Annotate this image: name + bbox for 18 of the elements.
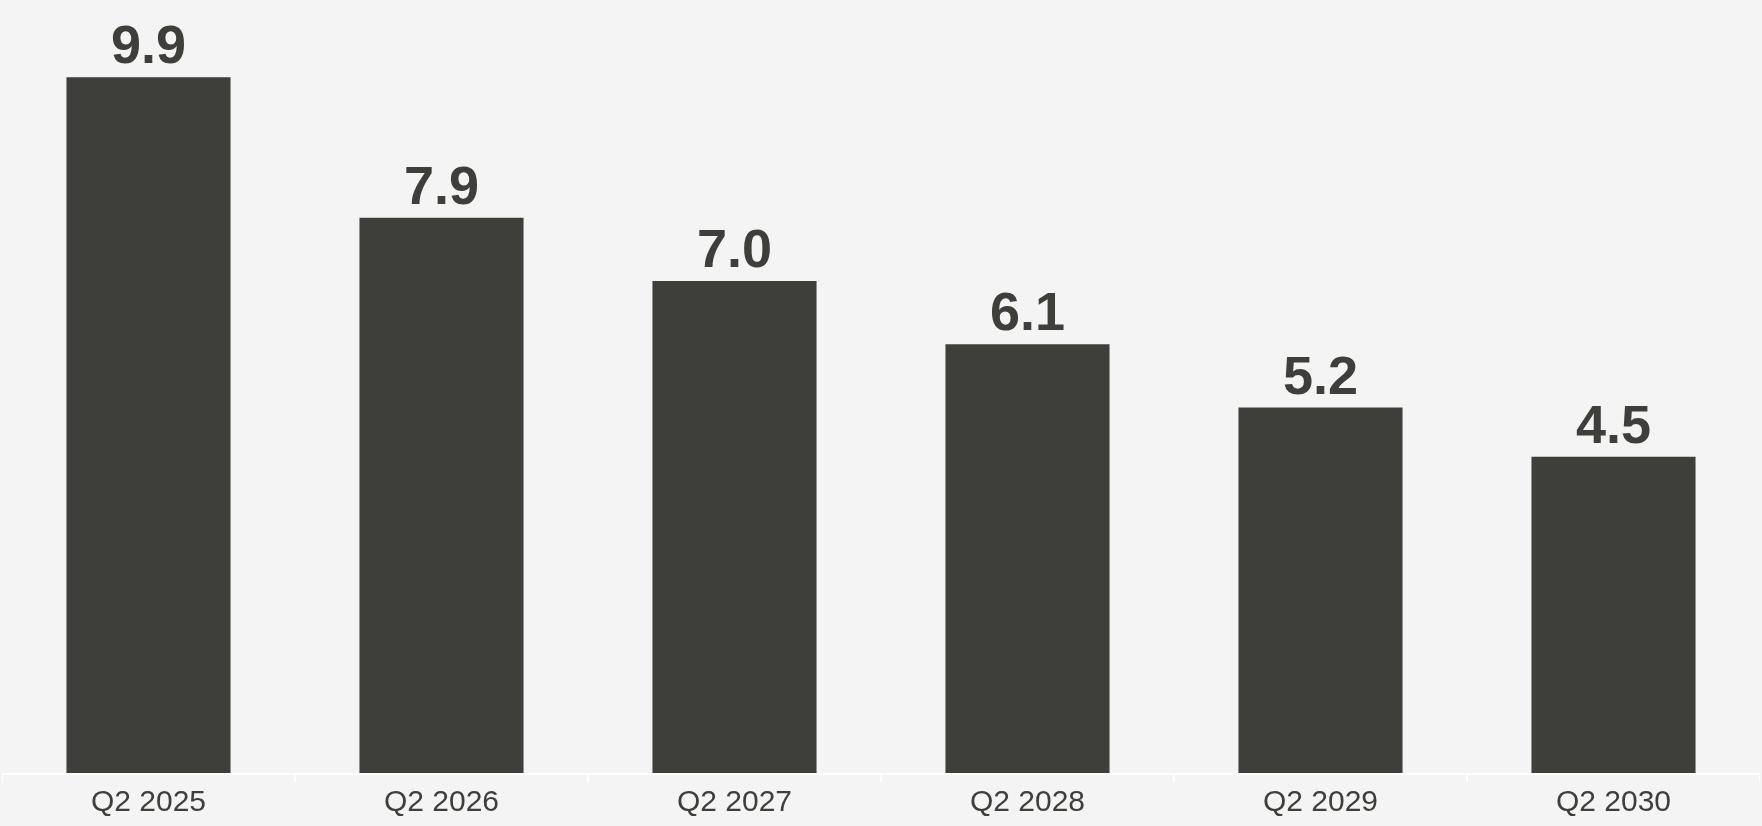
data-label: 4.5 xyxy=(1575,393,1652,454)
bar xyxy=(66,77,231,773)
bar xyxy=(945,344,1110,773)
data-label: 5.2 xyxy=(1282,344,1359,405)
data-label: 7.0 xyxy=(696,218,773,279)
data-label: 6.1 xyxy=(989,281,1066,342)
x-tick-label: Q2 2029 xyxy=(1262,784,1379,817)
x-tick-label: Q2 2030 xyxy=(1555,784,1672,817)
x-tick-label: Q2 2025 xyxy=(90,784,207,817)
bar xyxy=(1238,407,1403,773)
x-tick-label: Q2 2026 xyxy=(383,784,500,817)
bar xyxy=(1531,456,1696,773)
bar xyxy=(359,217,524,773)
data-label: 7.9 xyxy=(403,154,480,215)
bar xyxy=(652,281,817,773)
x-tick-label: Q2 2028 xyxy=(969,784,1086,817)
x-tick-label: Q2 2027 xyxy=(676,784,793,817)
data-label: 9.9 xyxy=(110,14,187,75)
